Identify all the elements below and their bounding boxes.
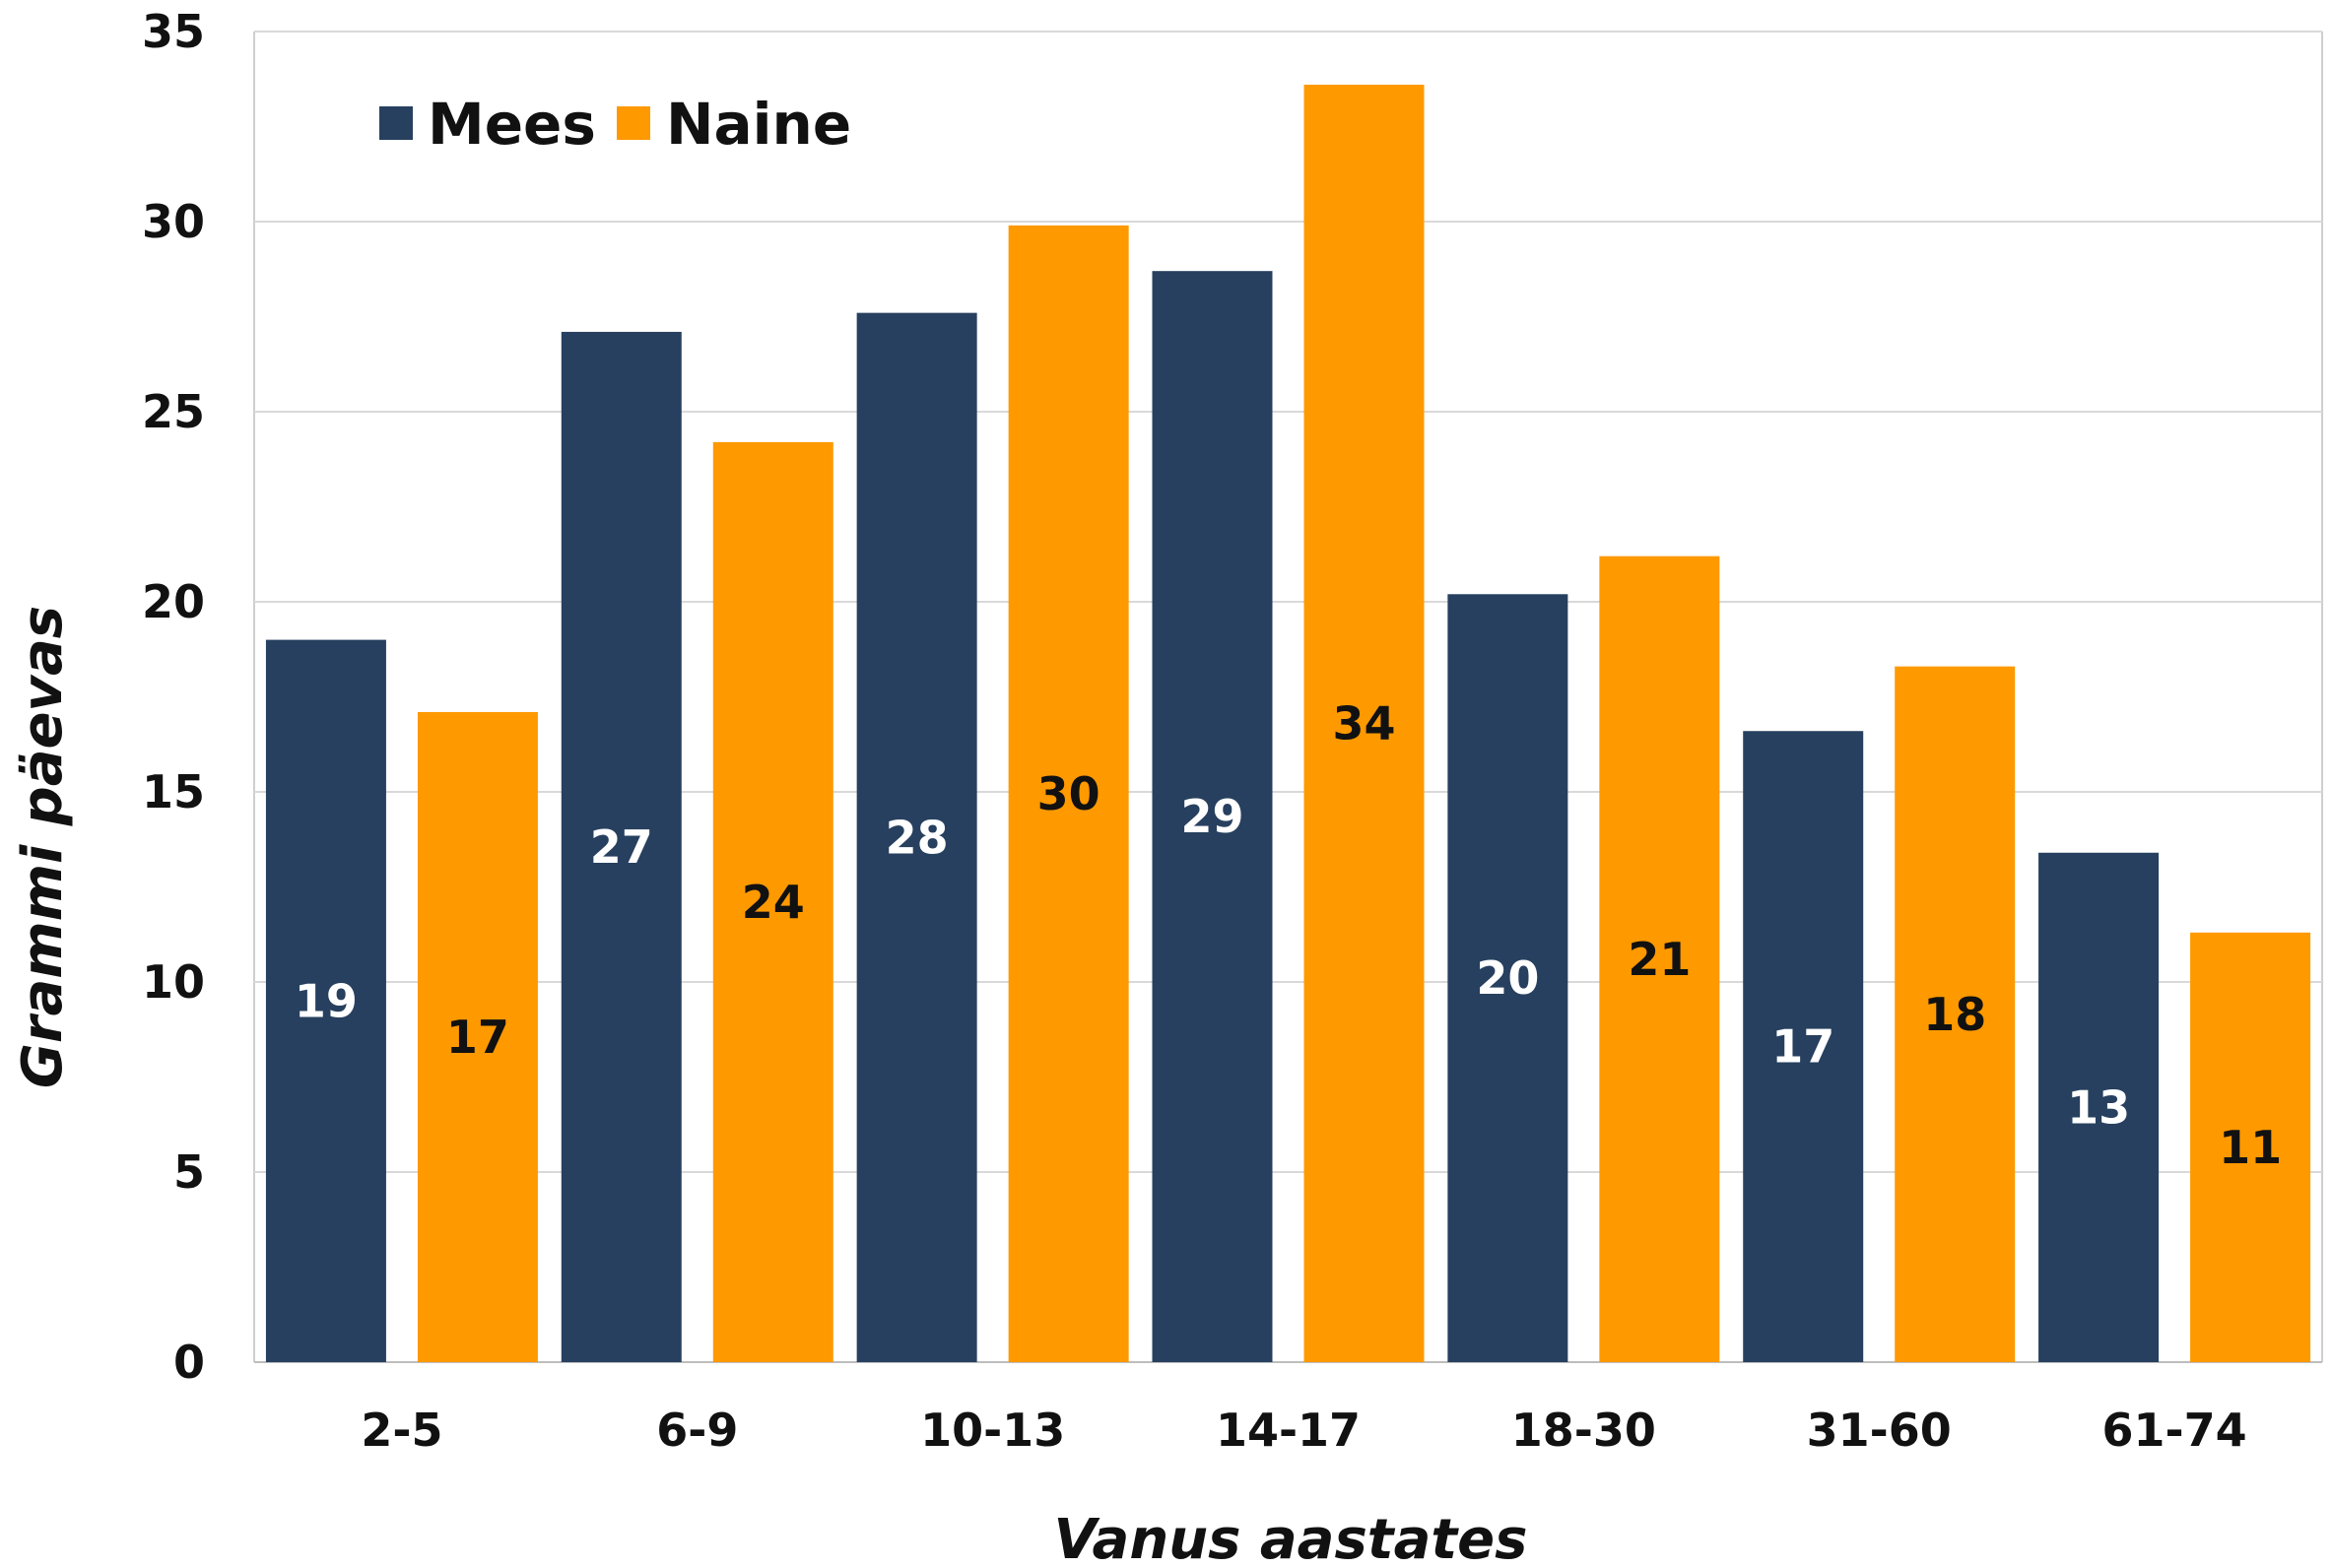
x-tick-label: 18-30: [1511, 1404, 1656, 1457]
bar-naine-10-13: [1008, 225, 1129, 1363]
bar-naine-14-17: [1303, 85, 1425, 1362]
data-label: 17: [1771, 1020, 1834, 1074]
data-label: 11: [2219, 1121, 2282, 1174]
data-label: 28: [886, 811, 949, 864]
x-tick-label: 2-5: [361, 1404, 442, 1457]
bar-mees-6-9: [561, 331, 682, 1363]
data-label: 27: [590, 820, 653, 874]
data-label: 17: [446, 1011, 509, 1064]
y-tick-label: 30: [142, 195, 205, 248]
bar-naine-2-5: [417, 711, 538, 1362]
x-axis-ticks: 2-5 6-9 10-13 14-17 18-30 31-60 61-74: [361, 1404, 2246, 1457]
legend-label-mees: Mees: [428, 91, 596, 158]
y-tick-label: 35: [142, 5, 205, 58]
y-tick-label: 10: [142, 955, 205, 1009]
data-label: 30: [1037, 767, 1100, 820]
data-label: 20: [1476, 951, 1539, 1005]
legend-label-naine: Naine: [666, 91, 851, 158]
data-label: 24: [742, 876, 805, 929]
x-tick-label: 6-9: [656, 1404, 738, 1457]
x-axis-title: Vanus aastates: [1054, 1508, 1528, 1568]
y-tick-label: 15: [142, 765, 205, 818]
y-tick-label: 20: [142, 575, 205, 628]
data-label: 19: [295, 974, 358, 1027]
x-tick-label: 14-17: [1216, 1404, 1361, 1457]
bar-naine-18-30: [1599, 555, 1720, 1362]
bar-naine-6-9: [712, 441, 833, 1362]
x-tick-label: 10-13: [920, 1404, 1065, 1457]
bar-mees-31-60: [1743, 731, 1864, 1362]
bar-mees-14-17: [1152, 271, 1273, 1363]
y-axis-ticks: 0 5 10 15 20 25 30 35: [142, 5, 205, 1389]
bar-mees-18-30: [1447, 594, 1568, 1362]
data-label: 34: [1332, 697, 1395, 751]
y-axis-title: Grammi päevas: [11, 606, 75, 1088]
legend-swatch-naine: [617, 106, 650, 140]
bar-naine-61-74: [2190, 932, 2311, 1362]
bar-mees-61-74: [2038, 852, 2160, 1362]
data-label: 21: [1628, 933, 1691, 986]
bars: [265, 85, 2311, 1363]
bar-naine-31-60: [1895, 666, 2016, 1362]
legend-swatch-mees: [379, 106, 413, 140]
data-label: 18: [1923, 988, 1986, 1041]
bar-mees-10-13: [856, 312, 977, 1362]
data-labels: 19 17 27 24 28 30 29 34 20 21 17 18 13 11: [295, 697, 2282, 1174]
y-tick-label: 25: [142, 385, 205, 438]
x-tick-label: 61-74: [2102, 1404, 2247, 1457]
data-label: 29: [1180, 790, 1243, 843]
data-label: 13: [2067, 1080, 2130, 1134]
legend: Mees Naine: [379, 91, 851, 158]
y-tick-label: 0: [173, 1336, 205, 1389]
bar-mees-2-5: [265, 639, 386, 1362]
x-tick-label: 31-60: [1807, 1404, 1952, 1457]
y-tick-label: 5: [173, 1145, 205, 1199]
